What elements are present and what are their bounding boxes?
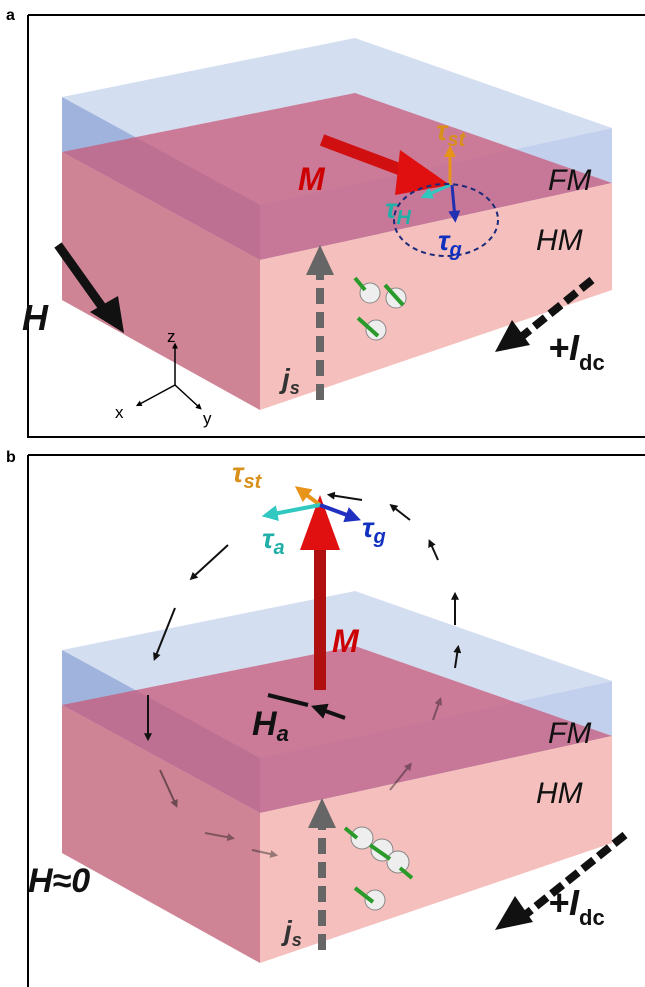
panel-b: b FM HM M τst τa τg Ha js H≈0 +Idc xyxy=(6,449,645,987)
field-label: H≈0 xyxy=(28,862,90,900)
current-label: +Idc xyxy=(548,327,605,375)
axis-label: y xyxy=(203,409,212,428)
axis-label: z xyxy=(167,327,176,346)
torque-label: τg xyxy=(362,512,386,548)
layer-label: HM xyxy=(536,777,583,810)
panel-a: a FM HM M τst τH τg js H z x y +Idc xyxy=(6,7,645,437)
m-label: M xyxy=(298,161,326,197)
panel-label: b xyxy=(6,449,16,466)
torque-label: τa xyxy=(262,523,285,559)
field-label: H xyxy=(22,297,49,338)
layer-label: HM xyxy=(536,224,583,257)
torque-label: τst xyxy=(232,457,263,493)
layer-label: FM xyxy=(548,164,591,197)
current-label: +Idc xyxy=(548,882,605,930)
axis-label: x xyxy=(115,403,124,422)
panel-label: a xyxy=(6,7,15,24)
bilayer xyxy=(62,38,612,410)
layer-label: FM xyxy=(548,717,591,750)
m-label: M xyxy=(332,623,360,659)
figure: a FM HM M τst τH τg js H z x y +Idc b FM… xyxy=(0,0,645,987)
